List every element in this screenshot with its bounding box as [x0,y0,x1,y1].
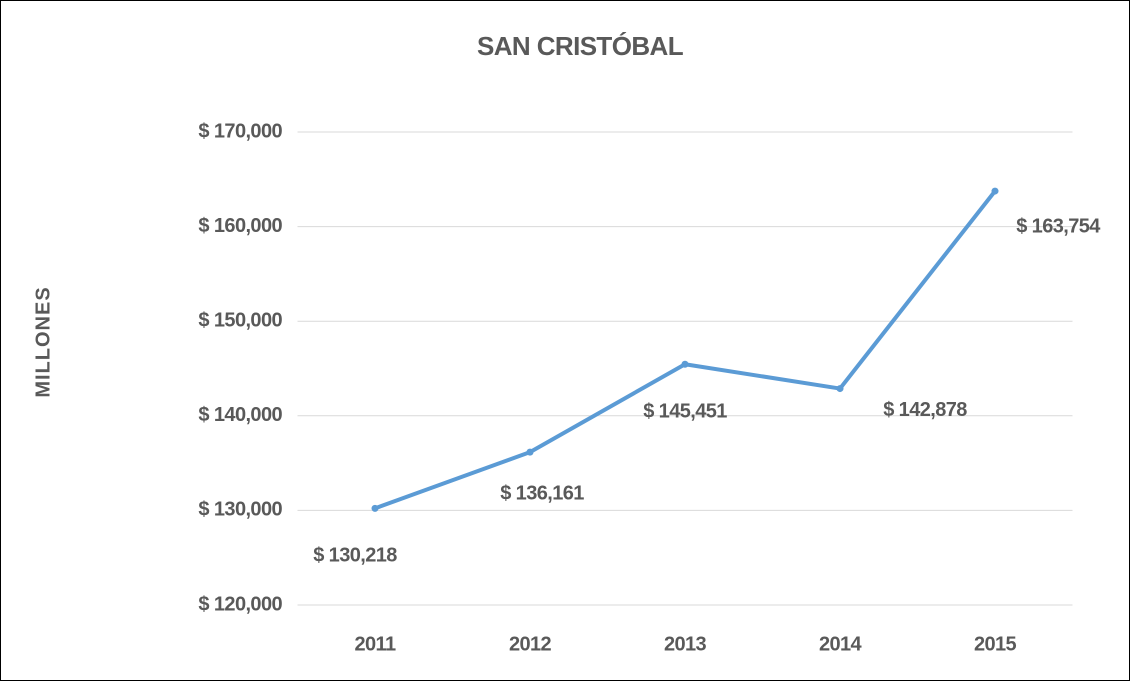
y-axis-label: MILLONES [32,286,54,397]
point [526,448,534,456]
x-tick-label: 2011 [355,633,396,655]
x-tick-label: 2014 [819,633,863,655]
point [991,187,999,195]
data-label: $ 142,878 [883,399,967,421]
y-tick-label: $ 170,000 [198,120,282,142]
x-tick-label: 2012 [509,633,552,655]
point [836,385,844,393]
y-tick-label: $ 140,000 [198,404,282,426]
y-tick-label: $ 160,000 [198,215,282,237]
chart-title: SAN CRISTÓBAL [477,31,684,61]
data-label: $ 136,161 [500,482,584,504]
point [371,504,379,512]
data-label: $ 130,218 [313,545,397,567]
data-label: $ 145,451 [643,401,727,423]
y-tick-label: $ 130,000 [198,499,282,521]
y-tick-label: $ 150,000 [198,309,282,331]
x-tick-label: 2013 [664,633,707,655]
point [681,360,689,368]
y-tick-label: $ 120,000 [198,593,282,615]
x-tick-label: 2015 [974,633,1017,655]
data-label: $ 163,754 [1016,215,1101,237]
